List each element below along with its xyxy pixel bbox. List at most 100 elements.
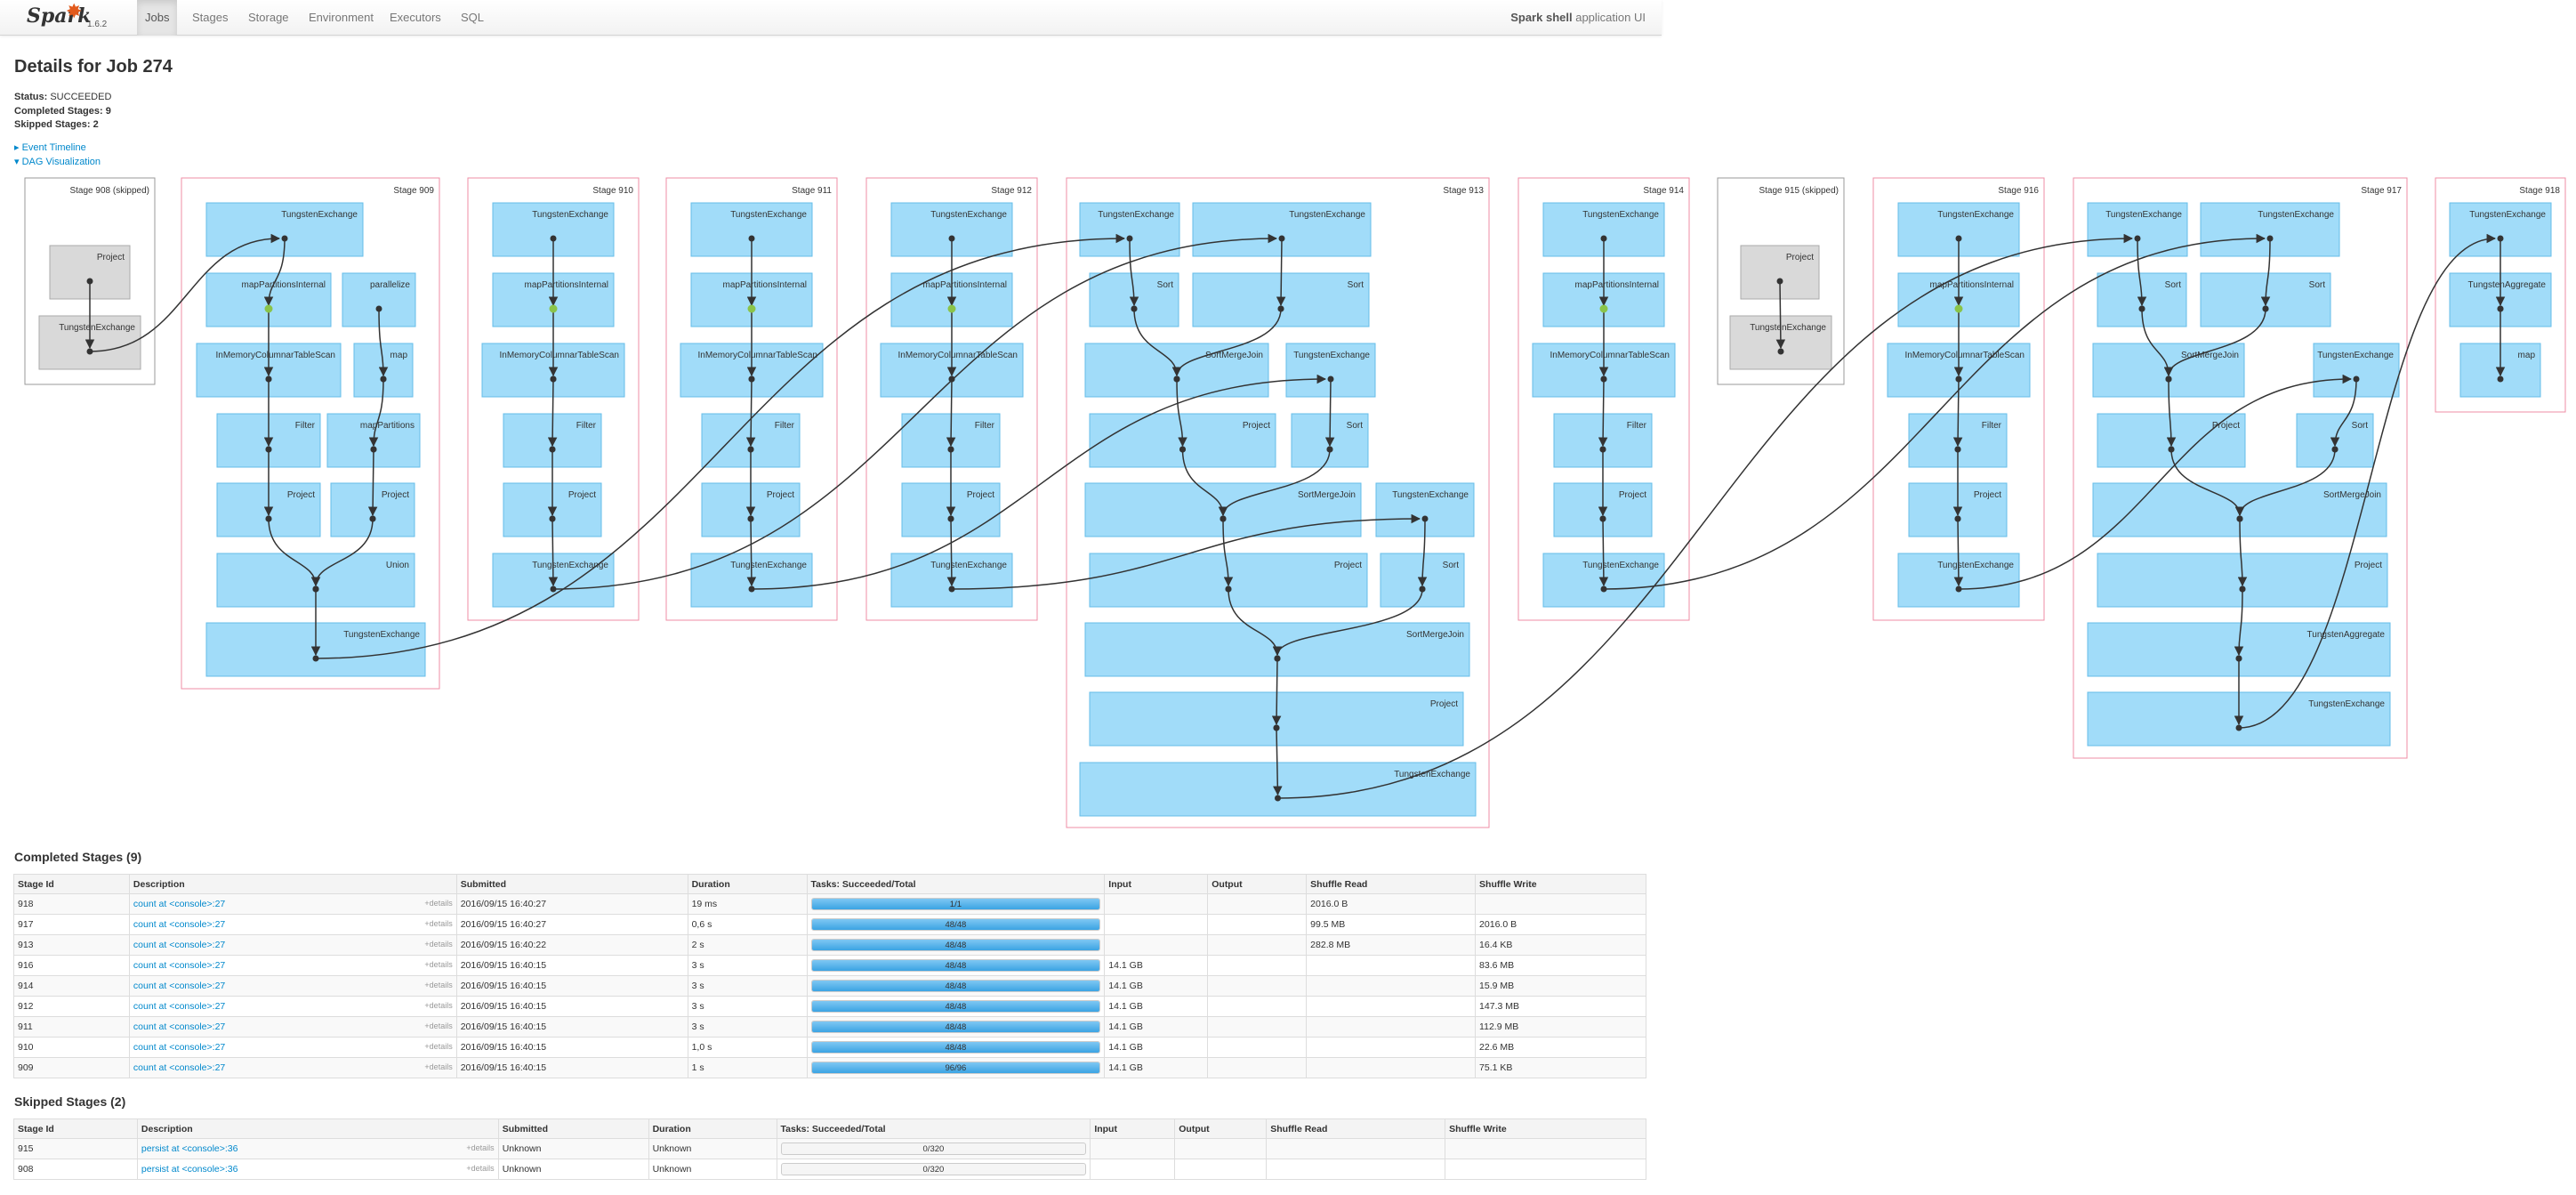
tasks-progress: 48/48	[806, 996, 1106, 1017]
triangle-right-icon: ▸	[14, 142, 20, 153]
stage-link[interactable]: persist at <console>:36	[141, 1164, 238, 1175]
input-size: 14.1 GB	[1104, 1016, 1209, 1038]
details-toggle[interactable]: +details	[424, 960, 453, 969]
stage-label[interactable]: Stage 916	[1998, 186, 2039, 196]
dag-edge	[1952, 378, 1963, 448]
dag-dot	[549, 446, 556, 453]
stage-link[interactable]: count at <console>:27	[133, 919, 226, 930]
dag-dot	[549, 515, 556, 522]
dag-edge	[2234, 448, 2336, 517]
tab-storage[interactable]: Storage	[248, 11, 289, 24]
operation-label: Filter	[775, 421, 795, 431]
completed-stages-link[interactable]: Completed Stages: 9	[14, 106, 111, 117]
column-header[interactable]: Shuffle Read	[1266, 1118, 1446, 1139]
tab-jobs[interactable]: Jobs	[137, 0, 178, 36]
details-toggle[interactable]: +details	[424, 1062, 453, 1071]
column-header[interactable]: Stage Id	[13, 874, 130, 894]
stage-link[interactable]: count at <console>:27	[133, 1062, 226, 1073]
stage-label[interactable]: Stage 912	[991, 186, 1032, 196]
output-size	[1207, 1057, 1308, 1078]
operation-label: Project	[967, 490, 994, 500]
input-size	[1104, 934, 1209, 956]
submitted-time: Unknown	[497, 1159, 649, 1180]
details-toggle[interactable]: +details	[466, 1143, 495, 1152]
tab-environment[interactable]: Environment	[309, 11, 374, 24]
skipped-stages-link[interactable]: Skipped Stages: 2	[14, 119, 99, 130]
stage-label[interactable]: Stage 918	[2519, 186, 2560, 196]
stage-label[interactable]: Stage 911	[792, 186, 832, 196]
dag-dot	[747, 446, 754, 453]
event-timeline-toggle[interactable]: ▸ Event Timeline	[14, 141, 86, 153]
dag-edge	[2166, 378, 2177, 448]
stage-link[interactable]: count at <console>:27	[133, 1001, 226, 1012]
column-header[interactable]: Shuffle Read	[1306, 874, 1477, 894]
operation-label: Project	[1334, 561, 1362, 570]
column-header[interactable]: Input	[1090, 1118, 1176, 1139]
operation-label: Project	[97, 253, 125, 262]
skipped-count[interactable]: 2	[93, 119, 99, 130]
stage-label[interactable]: Stage 914	[1643, 186, 1684, 196]
dag-dot	[370, 446, 377, 453]
stage-link[interactable]: count at <console>:27	[133, 1021, 226, 1032]
stage-label[interactable]: Stage 909	[393, 186, 434, 196]
stage-label[interactable]: Stage 913	[1443, 186, 1484, 196]
column-header[interactable]: Description	[136, 1118, 499, 1139]
dag-dot	[747, 515, 754, 522]
details-toggle[interactable]: +details	[424, 1021, 453, 1030]
column-header[interactable]: Input	[1104, 874, 1209, 894]
details-toggle[interactable]: +details	[466, 1164, 495, 1173]
column-header[interactable]: Duration	[687, 874, 808, 894]
operation-label: Sort	[2165, 280, 2182, 290]
completed-count[interactable]: 9	[105, 106, 111, 117]
details-toggle[interactable]: +details	[424, 1042, 453, 1051]
column-header[interactable]: Duration	[648, 1118, 777, 1139]
column-header[interactable]: Tasks: Succeeded/Total	[776, 1118, 1091, 1139]
tab-sql[interactable]: SQL	[461, 11, 485, 24]
stage-link[interactable]: persist at <console>:36	[141, 1143, 238, 1154]
operation-label: Project	[2355, 561, 2382, 570]
details-toggle[interactable]: +details	[424, 899, 453, 908]
dag-dot	[1421, 515, 1429, 522]
details-toggle[interactable]: +details	[424, 1001, 453, 1010]
stage-link[interactable]: count at <console>:27	[133, 940, 226, 950]
progress-bar: 48/48	[810, 1041, 1101, 1054]
details-toggle[interactable]: +details	[424, 981, 453, 989]
column-header[interactable]: Submitted	[455, 874, 688, 894]
shuffle-write	[1445, 1138, 1646, 1159]
dag-visualization-toggle[interactable]: ▾ DAG Visualization	[14, 156, 101, 167]
details-toggle[interactable]: +details	[424, 919, 453, 928]
stage-link[interactable]: count at <console>:27	[133, 899, 226, 909]
column-header[interactable]: Output	[1174, 1118, 1268, 1139]
stage-label[interactable]: Stage 908 (skipped)	[69, 186, 149, 196]
stage-link[interactable]: count at <console>:27	[133, 981, 226, 991]
tab-executors[interactable]: Executors	[390, 11, 441, 24]
column-header[interactable]: Stage Id	[13, 1118, 138, 1139]
column-header[interactable]: Submitted	[497, 1118, 649, 1139]
duration: 3 s	[687, 975, 808, 997]
column-header[interactable]: Shuffle Write	[1475, 874, 1646, 894]
brand-name: Spark	[27, 4, 92, 28]
skipped-stages-heading: Skipped Stages (2)	[14, 1094, 126, 1109]
skipped-label[interactable]: Skipped Stages:	[14, 119, 91, 130]
column-header[interactable]: Tasks: Succeeded/Total	[806, 874, 1106, 894]
column-header[interactable]: Description	[128, 874, 457, 894]
stage-link[interactable]: count at <console>:27	[133, 1042, 226, 1053]
progress-bar: 48/48	[810, 1021, 1101, 1033]
tasks-progress: 48/48	[806, 955, 1106, 976]
operation-label: TungstenExchange	[1582, 210, 1659, 220]
column-header[interactable]: Shuffle Write	[1445, 1118, 1646, 1139]
output-size	[1207, 955, 1308, 976]
details-toggle[interactable]: +details	[424, 940, 453, 949]
stage-label[interactable]: Stage 917	[2361, 186, 2402, 196]
stage-label[interactable]: Stage 910	[592, 186, 633, 196]
tab-stages[interactable]: Stages	[192, 11, 229, 24]
column-header[interactable]: Output	[1207, 874, 1308, 894]
completed-label[interactable]: Completed Stages:	[14, 106, 103, 117]
dag-dot	[2138, 305, 2145, 312]
progress-text: 0/320	[922, 1144, 945, 1154]
operation-node[interactable]	[2296, 413, 2374, 468]
stage-label[interactable]: Stage 915 (skipped)	[1759, 186, 1839, 196]
operation-label: TungstenExchange	[730, 561, 807, 570]
stage-link[interactable]: count at <console>:27	[133, 960, 226, 971]
output-size	[1174, 1159, 1268, 1180]
